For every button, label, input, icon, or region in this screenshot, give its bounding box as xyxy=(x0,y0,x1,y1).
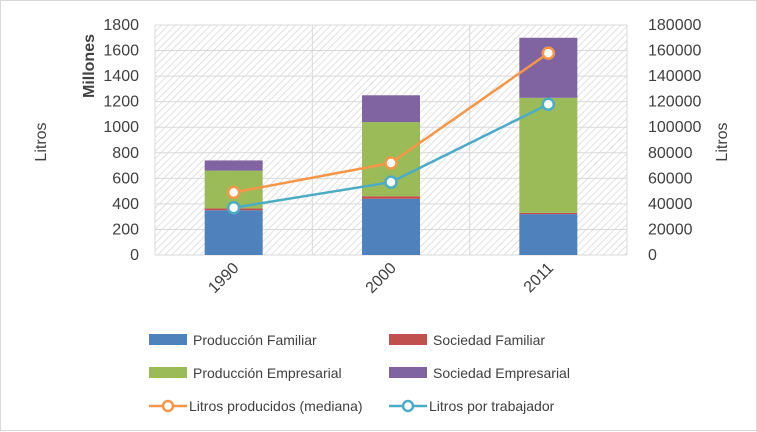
x-axis-ticks: 1990 2000 2011 xyxy=(205,260,557,297)
x-tick-label: 2000 xyxy=(363,260,400,297)
bar-segment xyxy=(362,95,420,123)
right-tick-label: 120000 xyxy=(648,94,701,111)
right-tick-label: 140000 xyxy=(648,68,701,85)
left-axis-title: Litros xyxy=(33,122,50,161)
legend-label: Litros producidos (mediana) xyxy=(189,398,363,414)
left-tick-label: 400 xyxy=(112,196,139,213)
bar-segment xyxy=(204,210,263,255)
right-tick-label: 160000 xyxy=(648,43,701,60)
right-tick-label: 180000 xyxy=(648,17,701,34)
left-tick-label: 200 xyxy=(112,221,139,238)
right-tick-label: 80000 xyxy=(648,145,693,162)
left-axis-units-label: Millones xyxy=(81,34,98,98)
data-point xyxy=(541,46,556,60)
right-axis-ticks: 0 20000 40000 60000 80000 100000 120000 140000 1… xyxy=(648,17,701,264)
bar-segment xyxy=(204,160,263,171)
right-tick-label: 40000 xyxy=(648,196,693,213)
legend-swatch xyxy=(149,334,187,345)
x-tick-label: 2011 xyxy=(521,260,557,296)
right-tick-label: 100000 xyxy=(648,119,701,136)
left-tick-label: 1400 xyxy=(103,68,139,85)
legend-swatch xyxy=(389,367,427,378)
right-tick-label: 60000 xyxy=(648,170,693,187)
bar-segment xyxy=(362,196,420,199)
legend-label: Litros por trabajador xyxy=(429,398,555,414)
left-tick-label: 1800 xyxy=(103,17,139,34)
legend-swatch-marker xyxy=(161,399,175,413)
legend-swatch-marker xyxy=(401,399,415,413)
left-tick-label: 800 xyxy=(112,145,139,162)
line-series xyxy=(226,46,556,215)
legend-label: Sociedad Familiar xyxy=(433,332,545,348)
left-tick-label: 600 xyxy=(112,170,139,187)
data-point xyxy=(384,175,398,189)
left-tick-label: 1200 xyxy=(103,94,139,111)
legend-swatch xyxy=(389,334,427,345)
left-tick-label: 1000 xyxy=(103,119,139,136)
legend: Producción Familiar Sociedad Familiar Prod… xyxy=(149,332,570,414)
legend-label: Sociedad Empresarial xyxy=(433,365,570,381)
data-point xyxy=(226,185,241,200)
bar-segment xyxy=(519,212,578,215)
left-tick-label: 0 xyxy=(130,247,139,264)
legend-label: Producción Familiar xyxy=(193,332,317,348)
bar-segment xyxy=(519,214,578,255)
right-tick-label: 0 xyxy=(648,247,657,264)
data-point xyxy=(384,156,398,170)
x-tick-label: 1990 xyxy=(205,260,242,297)
left-axis-ticks: 0 200 400 600 800 1000 1200 1400 1600 1800 xyxy=(103,17,139,264)
legend-label: Producción Empresarial xyxy=(193,365,342,381)
right-tick-label: 20000 xyxy=(648,221,693,238)
legend-swatch xyxy=(149,367,187,378)
left-tick-label: 1600 xyxy=(103,43,139,60)
data-point xyxy=(226,200,241,215)
bar-segment xyxy=(362,198,420,255)
data-point xyxy=(541,97,556,111)
right-axis-title: Litros xyxy=(714,122,731,161)
bar-segment xyxy=(519,97,578,213)
